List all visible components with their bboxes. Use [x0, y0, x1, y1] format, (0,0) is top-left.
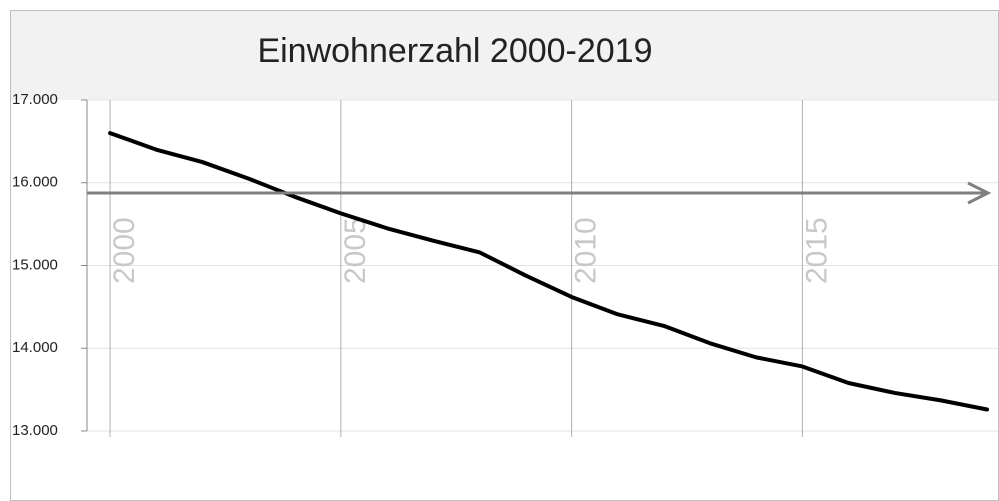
y-tick-label: 13.000 [12, 422, 58, 439]
x-tick-label: 2010 [570, 217, 603, 284]
y-tick-label: 14.000 [12, 339, 58, 356]
x-tick-label: 2000 [108, 217, 141, 284]
title-band [11, 11, 998, 100]
y-tick-label: 17.000 [12, 91, 58, 108]
arrow-head [967, 181, 992, 205]
plot: 13.000 14.000 15.000 16.000 17.000 2000 2005 20… [12, 91, 998, 439]
y-tick-label: 15.000 [12, 256, 58, 273]
x-tick-label: 2015 [800, 217, 833, 284]
chart-title: Einwohnerzahl 2000-2019 [257, 32, 652, 70]
line-series [108, 131, 989, 412]
y-tick-label: 16.000 [12, 174, 58, 191]
x-tick-label: 2005 [339, 217, 372, 284]
